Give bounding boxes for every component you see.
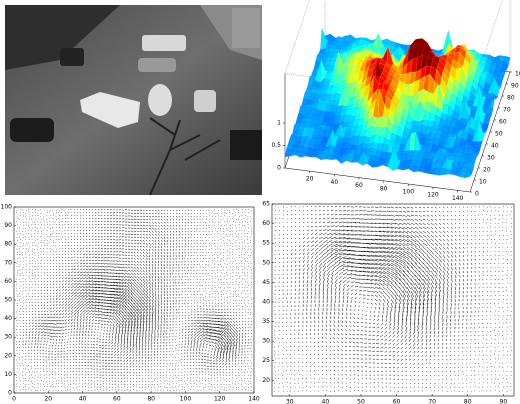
- x-tick-label: 60: [393, 399, 401, 404]
- y-tick-label: 35: [262, 318, 270, 325]
- y-tick-label: 20: [483, 167, 491, 174]
- y-tick-label: 65: [262, 201, 270, 208]
- x-tick-label: 90: [500, 399, 508, 404]
- y-tick-label: 90: [511, 83, 519, 90]
- x-tick-label: 60: [355, 182, 363, 189]
- x-tick-label: 120: [427, 192, 439, 199]
- z-tick-label: 0: [277, 165, 281, 172]
- y-tick-label: 30: [4, 334, 12, 341]
- y-tick-label: 40: [4, 315, 12, 322]
- y-tick-label: 0: [475, 191, 479, 198]
- y-tick-label: 80: [4, 241, 12, 248]
- y-tick-label: 60: [499, 119, 507, 126]
- x-tick-label: 30: [286, 399, 294, 404]
- y-tick-label: 0: [8, 390, 12, 397]
- photo: [5, 5, 262, 195]
- x-tick-label: 60: [113, 396, 121, 403]
- y-tick-label: 20: [4, 352, 12, 359]
- y-tick-label: 70: [503, 107, 511, 114]
- y-tick-label: 90: [4, 222, 12, 229]
- x-tick-label: 100: [403, 189, 415, 196]
- surface: [285, 29, 510, 178]
- z-tick-label: 1: [277, 120, 281, 127]
- y-tick-label: 20: [262, 377, 270, 384]
- y-tick-label: 40: [491, 143, 499, 150]
- y-tick-label: 60: [4, 278, 12, 285]
- y-tick-label: 40: [262, 298, 270, 305]
- x-tick-label: 40: [331, 179, 339, 186]
- x-tick-label: 80: [147, 396, 155, 403]
- x-tick-label: 0: [12, 396, 16, 403]
- y-tick-label: 10: [4, 371, 12, 378]
- y-tick-label: 60: [262, 220, 270, 227]
- x-tick-label: 20: [306, 176, 314, 183]
- x-tick-label: 40: [322, 399, 330, 404]
- x-tick-label: 100: [180, 396, 192, 403]
- z-tick-label: 0.5: [271, 142, 281, 149]
- x-tick-label: 80: [464, 399, 472, 404]
- y-tick-label: 50: [495, 131, 503, 138]
- x-tick-label: 20: [44, 396, 52, 403]
- y-tick-label: 55: [262, 240, 270, 247]
- x-tick-label: 50: [357, 399, 365, 404]
- x-tick-label: 40: [79, 396, 87, 403]
- figure: 2040608010012014001020304050607080901000…: [0, 0, 520, 404]
- x-tick-label: 70: [428, 399, 436, 404]
- y-tick-label: 80: [507, 95, 515, 102]
- x-tick-label: 140: [452, 195, 464, 202]
- y-tick-label: 30: [262, 338, 270, 345]
- y-tick-label: 25: [262, 357, 270, 364]
- y-tick-label: 45: [262, 279, 270, 286]
- x-tick-label: 120: [214, 396, 226, 403]
- y-tick-label: 50: [4, 297, 12, 304]
- y-tick-label: 70: [4, 259, 12, 266]
- x-tick-label: 80: [380, 185, 388, 192]
- y-tick-label: 100: [1, 204, 13, 211]
- y-tick-label: 100: [515, 71, 520, 78]
- y-tick-label: 50: [262, 259, 270, 266]
- x-tick-label: 140: [248, 396, 260, 403]
- y-tick-label: 30: [487, 155, 495, 162]
- y-tick-label: 10: [479, 179, 487, 186]
